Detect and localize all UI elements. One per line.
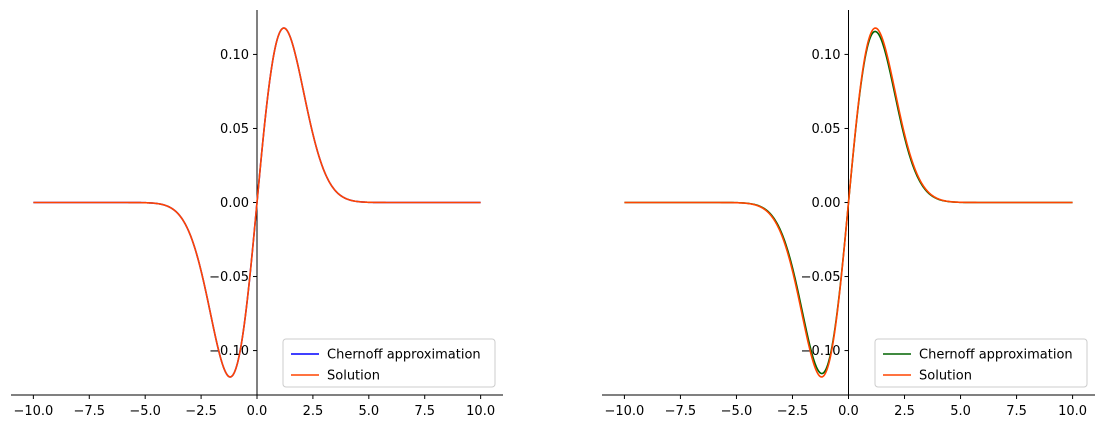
chart-left: −10.0 −7.5 −5.0 −2.5 0.0 2.5 5.0 7.5 10.0 −0.10 −0… <box>11 10 503 419</box>
left-x-tick-label: −2.5 <box>185 404 217 419</box>
left-legend: Chernoff approximation Solution <box>282 338 496 388</box>
left-y-tick-label: 0.05 <box>220 122 249 137</box>
right-x-tick-label: −2.5 <box>777 404 809 419</box>
left-y-tick-label: −0.05 <box>209 270 249 285</box>
right-y-tick-label: −0.10 <box>801 344 841 359</box>
left-x-tick-label: 0.0 <box>247 404 268 419</box>
left-x-tick-label: 7.5 <box>414 404 435 419</box>
right-series-solution <box>624 27 1073 378</box>
right-legend-frame <box>874 338 1088 388</box>
left-legend-frame <box>282 338 496 388</box>
right-x-tick-label: 0.0 <box>838 404 859 419</box>
left-x-tick-label: 10.0 <box>466 404 495 419</box>
left-x-tick-label: −10.0 <box>13 404 53 419</box>
right-x-tick-label: 7.5 <box>1006 404 1027 419</box>
right-y-tick-label: 0.05 <box>812 122 841 137</box>
left-x-tick-label: −5.0 <box>129 404 161 419</box>
right-legend: Chernoff approximation Solution <box>874 338 1088 388</box>
right-y-tick-label: 0.00 <box>812 196 841 211</box>
right-x-tick-label: 10.0 <box>1058 404 1087 419</box>
chart-right: −10.0 −7.5 −5.0 −2.5 0.0 2.5 5.0 7.5 10.0 −0.10 −0… <box>602 10 1095 419</box>
right-legend-label: Solution <box>919 369 972 384</box>
left-y-tick-label: 0.00 <box>220 196 249 211</box>
right-x-tick-label: −10.0 <box>604 404 644 419</box>
left-y-tick-label: 0.10 <box>220 48 249 63</box>
left-series-solution <box>33 27 481 378</box>
right-legend-label: Chernoff approximation <box>919 348 1073 363</box>
right-x-tick-label: −7.5 <box>665 404 697 419</box>
right-y-tick-label: 0.10 <box>812 48 841 63</box>
right-x-tick-label: 2.5 <box>894 404 915 419</box>
left-y-tick-label: −0.10 <box>209 344 249 359</box>
right-x-tick-label: −5.0 <box>721 404 753 419</box>
left-x-tick-label: 2.5 <box>303 404 324 419</box>
left-x-tick-label: −7.5 <box>73 404 105 419</box>
left-x-tick-label: 5.0 <box>358 404 379 419</box>
left-legend-label: Chernoff approximation <box>327 348 481 363</box>
left-legend-label: Solution <box>327 369 380 384</box>
right-x-tick-label: 5.0 <box>950 404 971 419</box>
right-y-tick-label: −0.05 <box>801 270 841 285</box>
